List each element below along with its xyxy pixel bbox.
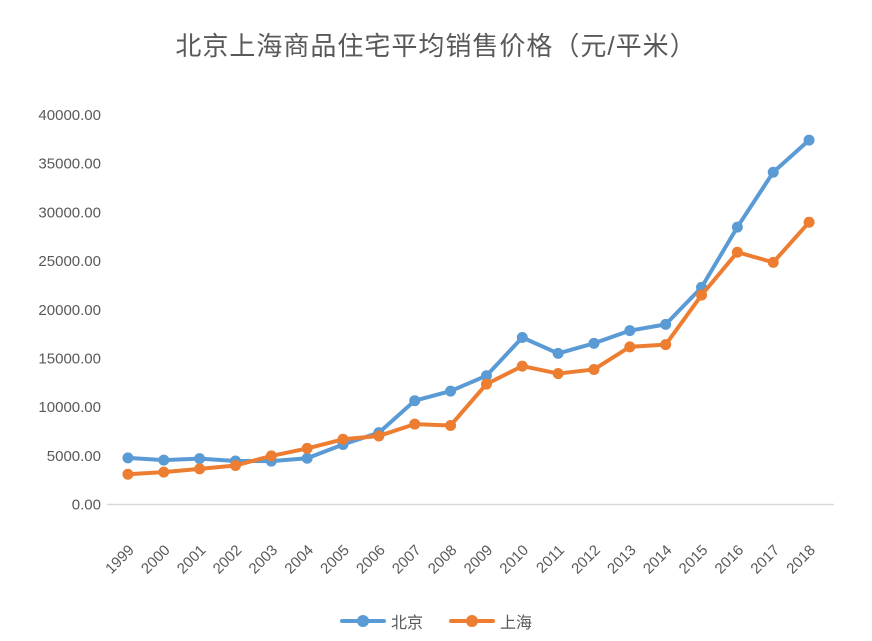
- y-axis-tick-label: 5000.00: [47, 448, 101, 465]
- legend-line-marker-icon: [339, 615, 386, 627]
- series-0-data-point-marker: [767, 166, 779, 178]
- series-1-data-point-marker: [373, 430, 385, 442]
- legend: 北京 上海: [0, 606, 872, 636]
- x-axis-tick-label: 2011: [533, 542, 568, 577]
- series-0-data-point-marker: [409, 395, 421, 407]
- series-1-data-point-marker: [767, 256, 779, 268]
- legend-item-1: 上海: [449, 609, 532, 633]
- series-0-data-point-marker: [552, 347, 564, 359]
- series-1-data-point-marker: [552, 368, 564, 380]
- x-axis-tick-label: 2018: [783, 542, 819, 578]
- x-axis-tick-label: 2016: [712, 542, 748, 578]
- series-1-data-point-marker: [158, 466, 170, 478]
- series-line-0: [125, 138, 812, 464]
- x-axis-tick-label: 2003: [246, 542, 282, 578]
- y-axis-tick-label: 0.00: [72, 497, 101, 514]
- series-0-data-point-marker: [301, 452, 313, 464]
- x-axis-tick-label: 2008: [425, 542, 461, 578]
- series-1-data-point-marker: [588, 363, 600, 375]
- x-axis-tick-label: 1999: [102, 542, 138, 578]
- series-0-data-point-marker: [516, 331, 528, 343]
- series-1-data-point-marker: [122, 468, 134, 480]
- series-1-data-point-marker: [660, 339, 672, 351]
- x-axis-tick-label: 2006: [353, 542, 389, 578]
- series-0-data-point-marker: [624, 325, 636, 337]
- series-line-1: [125, 220, 812, 477]
- y-axis-tick-label: 25000.00: [38, 253, 101, 270]
- y-axis-tick-label: 15000.00: [38, 350, 101, 367]
- x-axis-tick-label: 2002: [210, 542, 246, 578]
- series-1-data-point-marker: [301, 442, 313, 454]
- y-axis-tick-label: 40000.00: [38, 107, 101, 124]
- series-0-data-point-marker: [445, 385, 457, 397]
- series-1-data-point-marker: [265, 450, 277, 462]
- series-0-data-point-marker: [588, 337, 600, 349]
- x-axis-tick-label: 2007: [389, 542, 425, 578]
- x-axis-tick-label: 2015: [676, 542, 712, 578]
- series-1-data-point-marker: [445, 419, 457, 431]
- series-1-data-point-marker: [229, 459, 241, 471]
- x-axis-tick-label: 2000: [138, 542, 174, 578]
- y-axis-tick-label: 20000.00: [38, 302, 101, 319]
- x-axis-tick-label: 2017: [747, 542, 783, 578]
- legend-label: 上海: [500, 615, 533, 632]
- y-axis-tick-label: 30000.00: [38, 204, 101, 221]
- legend-line-marker-icon: [449, 615, 495, 627]
- legend-label: 北京: [390, 615, 423, 632]
- series-1-data-point-marker: [480, 378, 492, 390]
- series-0-data-point-marker: [660, 318, 672, 330]
- x-axis-tick-label: 2004: [281, 542, 317, 578]
- x-axis-tick-label: 2001: [174, 542, 210, 578]
- y-axis-tick-label: 10000.00: [38, 399, 101, 416]
- series-1-data-point-marker: [337, 433, 349, 445]
- series-0-data-point-marker: [731, 221, 743, 233]
- series-1-data-point-marker: [696, 289, 708, 301]
- series-0-data-point-marker: [194, 453, 206, 465]
- series-1-data-point-marker: [194, 463, 206, 475]
- chart-title: 北京上海商品住宅平均销售价格（元/平米）: [175, 31, 697, 61]
- series-1-data-point-marker: [624, 341, 636, 353]
- series-0-data-point-marker: [158, 454, 170, 466]
- series-1-data-point-marker: [516, 360, 528, 372]
- y-axis-tick-label: 35000.00: [38, 156, 101, 173]
- series-1-data-point-marker: [731, 246, 743, 258]
- x-axis-tick-label: 2005: [317, 542, 353, 578]
- x-axis-tick-label: 2009: [461, 542, 497, 578]
- x-axis-tick-label: 2013: [604, 542, 640, 578]
- x-axis-tick-label: 2012: [568, 542, 604, 578]
- series-0-data-point-marker: [480, 370, 492, 382]
- x-axis-tick-label: 2010: [496, 542, 532, 578]
- series-1-data-point-marker: [409, 418, 421, 430]
- series-0-data-point-marker: [122, 452, 134, 464]
- series-1-data-point-marker: [803, 216, 815, 228]
- x-axis-tick-label: 2014: [640, 542, 676, 578]
- legend-item-0: 北京: [339, 609, 423, 633]
- series-0-data-point-marker: [803, 134, 815, 146]
- line-chart-svg: 0.00 5000.00 10000.00 15000.00 20000.00 25000…: [38, 107, 834, 578]
